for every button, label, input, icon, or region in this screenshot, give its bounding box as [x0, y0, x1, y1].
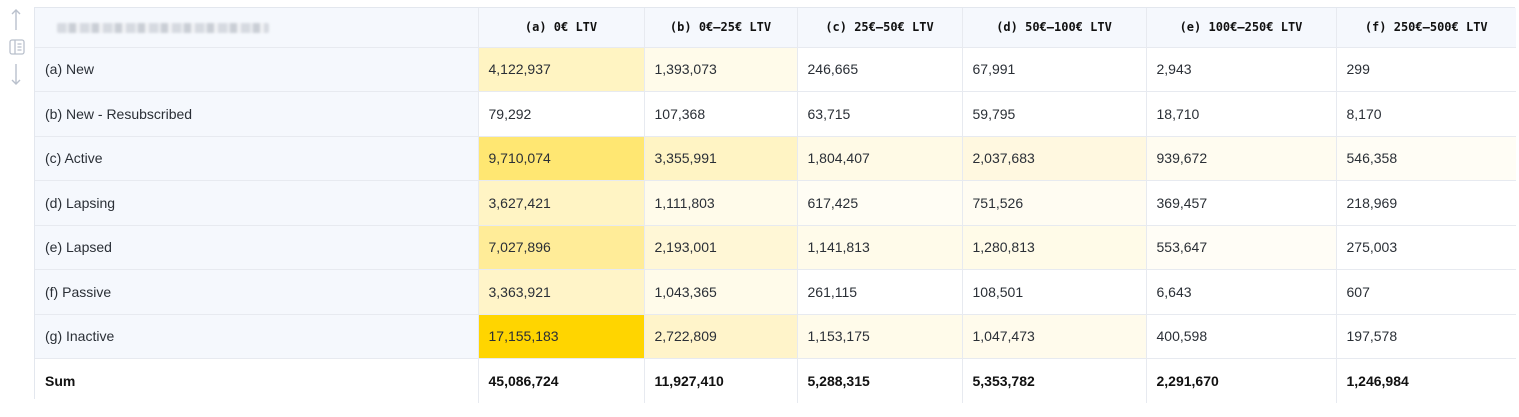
sidebar-columns-icon[interactable]: [9, 39, 25, 55]
table-cell: 2,722,809: [644, 314, 798, 359]
table-cell: 6,643: [1146, 269, 1337, 315]
table-cell: 299: [1336, 47, 1516, 92]
table-cell: 7,027,896: [478, 225, 645, 270]
sum-cell: 45,086,724: [478, 358, 645, 403]
table-cell: 3,363,921: [478, 269, 645, 315]
table-cell: 218,969: [1336, 180, 1516, 226]
table-cell: 63,715: [797, 91, 963, 137]
table-cell: 2,037,683: [962, 136, 1147, 181]
table-cell: 9,710,074: [478, 136, 645, 181]
table-cell: 17,155,183: [478, 314, 645, 359]
table-cell: 246,665: [797, 47, 963, 92]
table-cell: 8,170: [1336, 91, 1516, 137]
table-row: (c) Active 9,710,074 3,355,991 1,804,407 2,0…: [35, 136, 1516, 181]
arrow-up-icon[interactable]: [11, 9, 21, 30]
table-cell: 4,122,937: [478, 47, 645, 92]
table-cell: 1,047,473: [962, 314, 1147, 359]
table-cell: 2,193,001: [644, 225, 798, 270]
table-cell: 3,627,421: [478, 180, 645, 226]
table-cell: 197,578: [1336, 314, 1516, 359]
arrow-down-icon[interactable]: [11, 64, 21, 85]
table-cell: 1,043,365: [644, 269, 798, 315]
table-cell: 108,501: [962, 269, 1147, 315]
table-cell: 751,526: [962, 180, 1147, 226]
table-cell: 107,368: [644, 91, 798, 137]
row-label: (f) Passive: [35, 269, 479, 315]
table-cell: 607: [1336, 269, 1516, 315]
table-cell: 1,111,803: [644, 180, 798, 226]
column-header[interactable]: (c) 25€–50€ LTV: [797, 8, 963, 48]
table-cell: 369,457: [1146, 180, 1337, 226]
column-header[interactable]: (e) 100€–250€ LTV: [1146, 8, 1337, 48]
table-row: (d) Lapsing 3,627,421 1,111,803 617,425 751,…: [35, 180, 1516, 226]
sum-cell: 2,291,670: [1146, 358, 1337, 403]
table-cell: 617,425: [797, 180, 963, 226]
table-cell: 939,672: [1146, 136, 1337, 181]
row-label: (a) New: [35, 47, 479, 92]
table-cell: 79,292: [478, 91, 645, 137]
toolbar-icons: [9, 9, 25, 85]
sum-label: Sum: [35, 358, 479, 403]
table-row: (f) Passive 3,363,921 1,043,365 261,115 108,…: [35, 269, 1516, 315]
table-cell: 3,355,991: [644, 136, 798, 181]
column-header[interactable]: (f) 250€–500€ LTV: [1336, 8, 1516, 48]
table-row: (e) Lapsed 7,027,896 2,193,001 1,141,813 1,2…: [35, 225, 1516, 270]
column-header[interactable]: (b) 0€–25€ LTV: [644, 8, 798, 48]
sum-row: Sum 45,086,724 11,927,410 5,288,315 5,353,78…: [35, 358, 1516, 403]
row-label: (g) Inactive: [35, 314, 479, 359]
sum-cell: 5,353,782: [962, 358, 1147, 403]
header-row: (a) 0€ LTV (b) 0€–25€ LTV (c) 25€–50€ LT…: [35, 8, 1516, 48]
sum-cell: 5,288,315: [797, 358, 963, 403]
column-header[interactable]: (a) 0€ LTV: [478, 8, 645, 48]
redacted-label: [57, 22, 269, 33]
table-cell: 546,358: [1336, 136, 1516, 181]
table-cell: 275,003: [1336, 225, 1516, 270]
table-cell: 261,115: [797, 269, 963, 315]
table-row: (a) New 4,122,937 1,393,073 246,665 67,991 2,…: [35, 47, 1516, 92]
table-cell: 1,141,813: [797, 225, 963, 270]
row-toolbar: [6, 8, 28, 88]
table-cell: 1,153,175: [797, 314, 963, 359]
column-header[interactable]: (d) 50€–100€ LTV: [962, 8, 1147, 48]
row-label: (c) Active: [35, 136, 479, 181]
pivot-table: (a) 0€ LTV (b) 0€–25€ LTV (c) 25€–50€ LT…: [34, 7, 1516, 403]
table-cell: 18,710: [1146, 91, 1337, 137]
table-cell: 67,991: [962, 47, 1147, 92]
table-cell: 59,795: [962, 91, 1147, 137]
sum-cell: 11,927,410: [644, 358, 798, 403]
table-cell: 2,943: [1146, 47, 1337, 92]
table-cell: 400,598: [1146, 314, 1337, 359]
table-row: (b) New - Resubscribed 79,292 107,368 63,71…: [35, 91, 1516, 137]
table-cell: 553,647: [1146, 225, 1337, 270]
row-label: (b) New - Resubscribed: [35, 91, 479, 137]
table-cell: 1,393,073: [644, 47, 798, 92]
row-label: (e) Lapsed: [35, 225, 479, 270]
table-cell: 1,280,813: [962, 225, 1147, 270]
table-cell: 1,804,407: [797, 136, 963, 181]
corner-header: [35, 8, 479, 48]
table-row: (g) Inactive 17,155,183 2,722,809 1,153,175…: [35, 314, 1516, 359]
row-label: (d) Lapsing: [35, 180, 479, 226]
sum-cell: 1,246,984: [1336, 358, 1516, 403]
